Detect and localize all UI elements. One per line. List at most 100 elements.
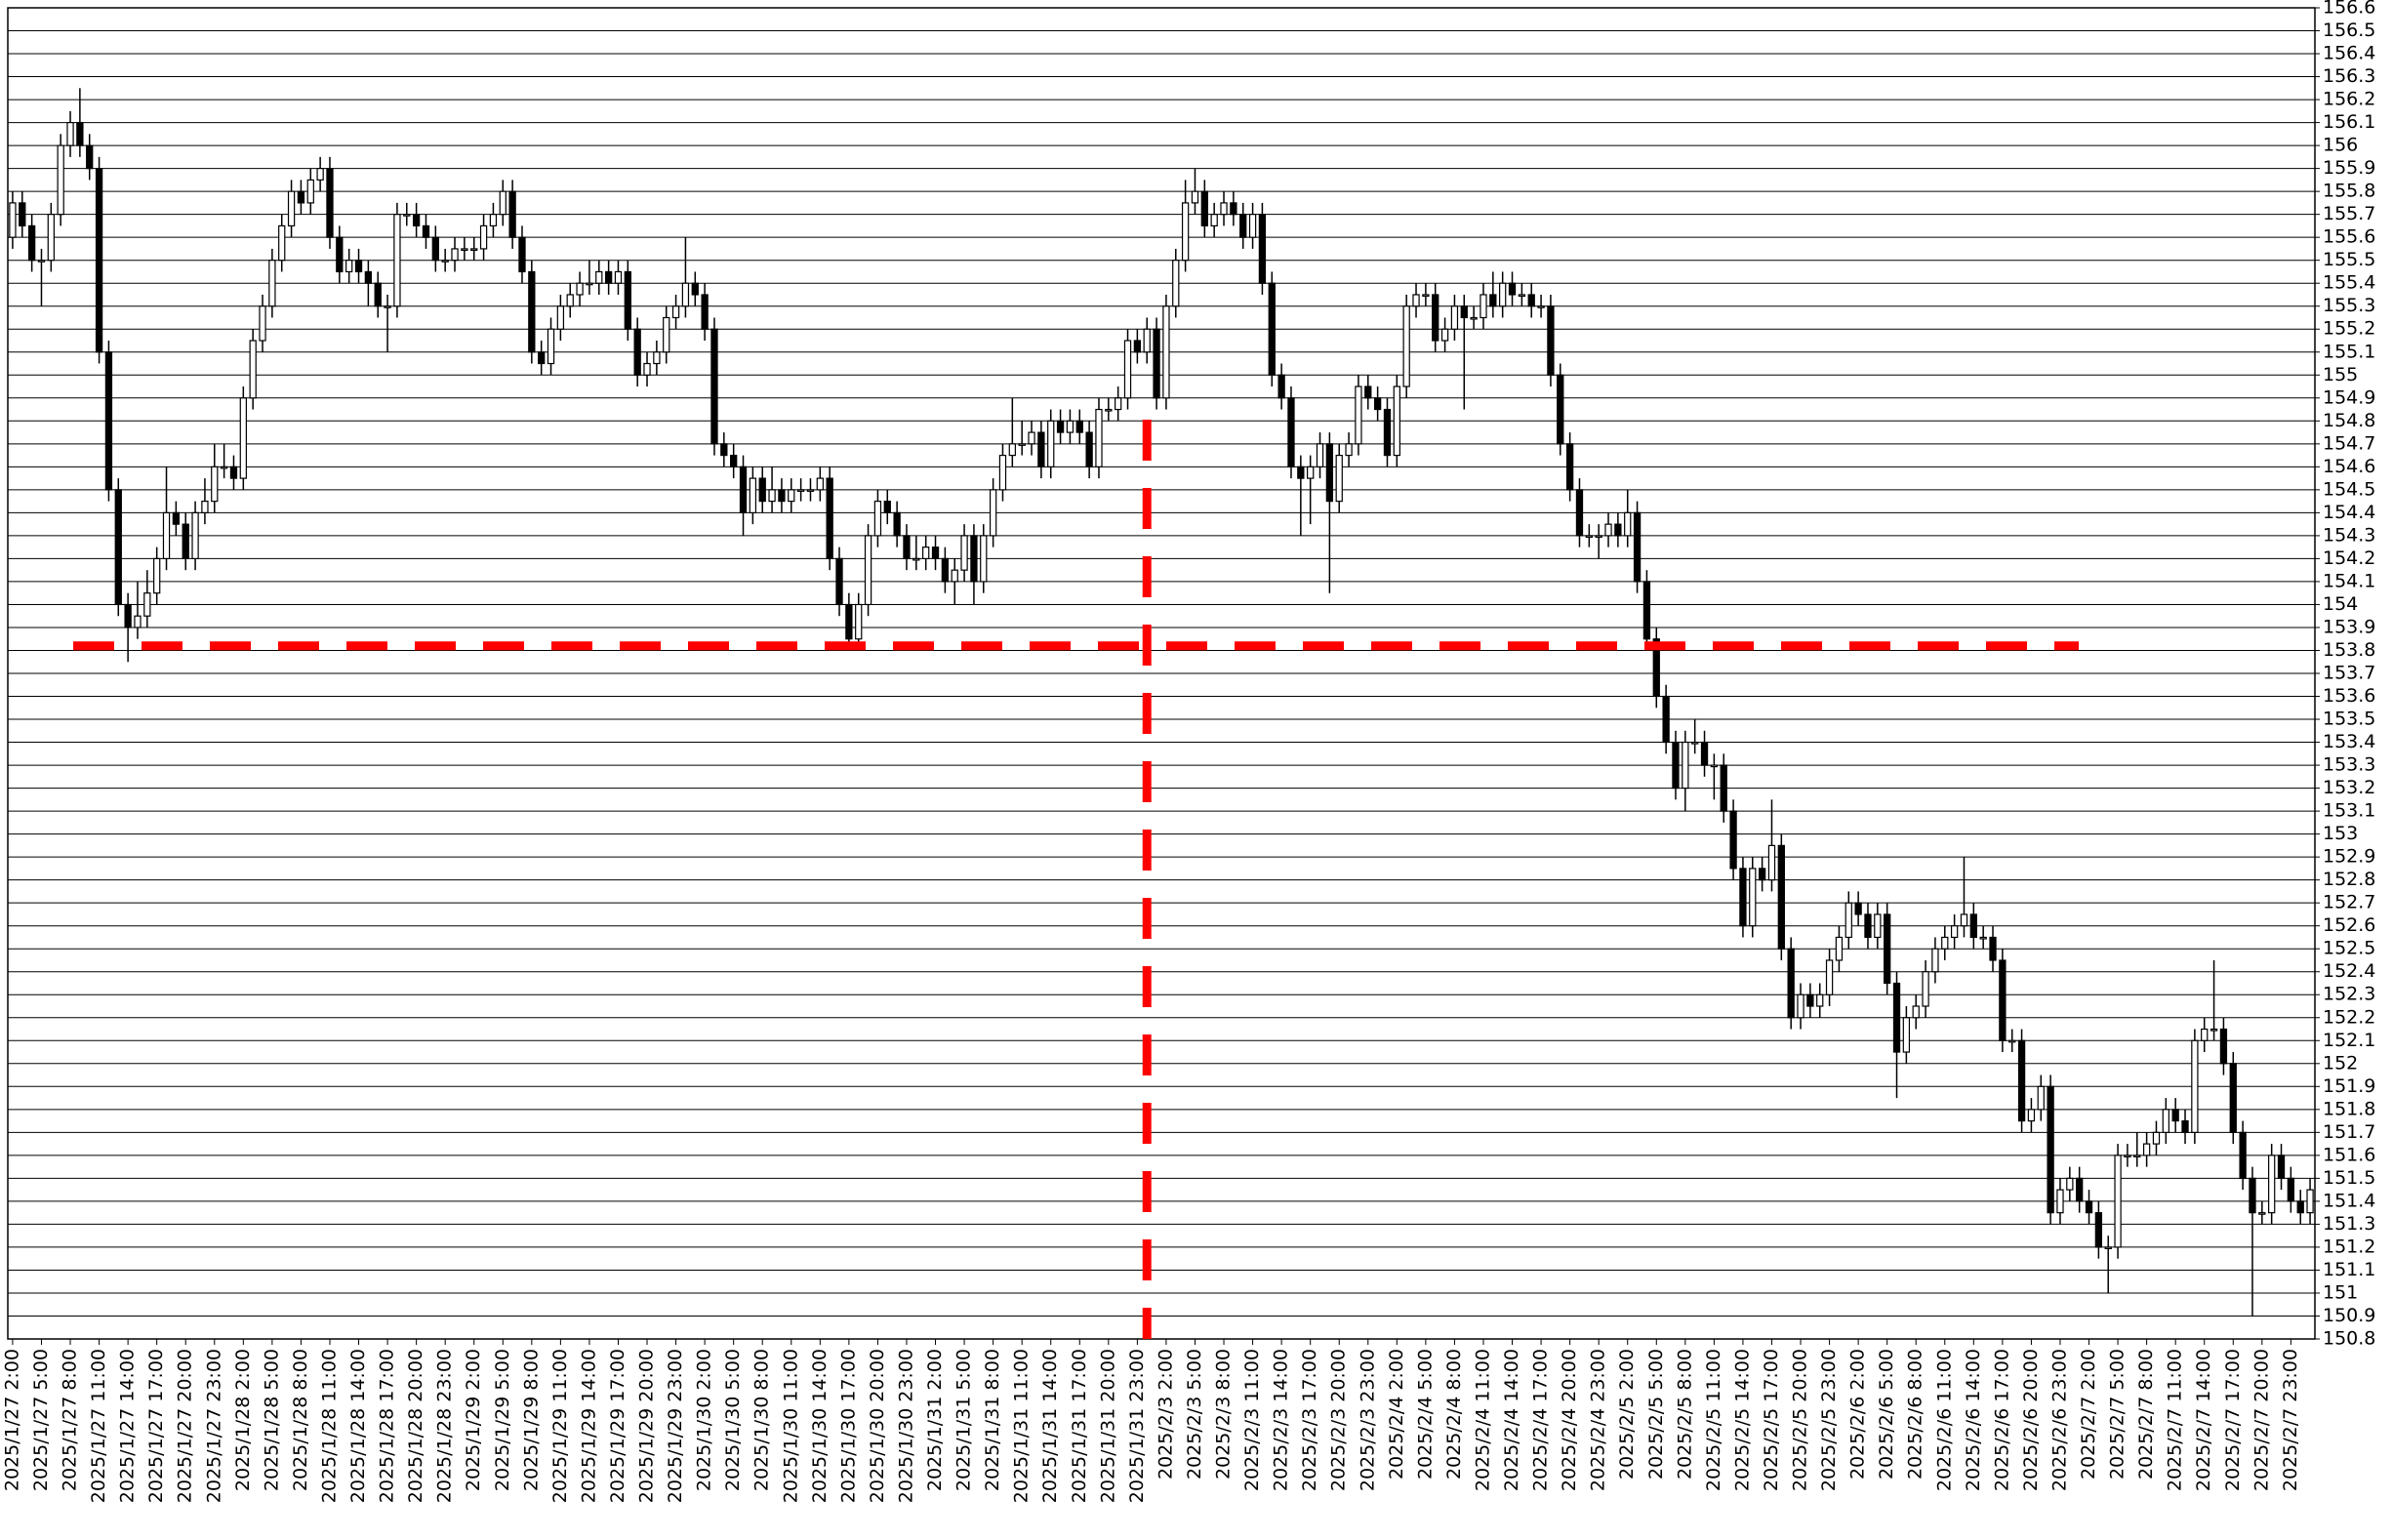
- candle-body: [778, 489, 786, 503]
- y-tick-label: 154.3: [2323, 524, 2375, 546]
- y-tick-label: 151.5: [2323, 1167, 2375, 1189]
- y-tick-label: 156.5: [2323, 20, 2375, 41]
- x-tick-label: 2025/1/28 5:00: [261, 1349, 282, 1491]
- x-tick-label: 2025/2/3 14:00: [1271, 1349, 1292, 1491]
- candle-body: [1931, 948, 1939, 973]
- candle-body: [768, 489, 776, 503]
- x-tick-label: 2025/1/28 11:00: [318, 1349, 340, 1503]
- x-tick-label: 2025/1/28 17:00: [377, 1349, 398, 1503]
- candle-body: [1642, 581, 1651, 640]
- candle-body: [191, 511, 199, 560]
- candle-body: [788, 489, 795, 503]
- x-tick-label: 2025/2/7 11:00: [2165, 1349, 2186, 1491]
- y-tick-label: 151.4: [2323, 1190, 2375, 1211]
- y-tick-label: 154.8: [2323, 410, 2375, 431]
- candle-body: [143, 592, 151, 617]
- candle-body: [1335, 454, 1343, 503]
- x-tick-label: 2025/1/31 14:00: [1039, 1349, 1061, 1503]
- candle-body: [1153, 328, 1160, 399]
- candle-body: [951, 569, 958, 583]
- x-tick-label: 2025/1/28 23:00: [434, 1349, 456, 1503]
- x-tick-label: 2025/2/3 8:00: [1213, 1349, 1235, 1479]
- candle-body: [1028, 431, 1035, 445]
- x-tick-label: 2025/1/29 17:00: [607, 1349, 628, 1503]
- y-tick-label: 155: [2323, 364, 2358, 385]
- candle-body: [2027, 1109, 2036, 1122]
- candle-body: [1633, 511, 1642, 583]
- y-tick-label: 155.2: [2323, 318, 2375, 340]
- x-tick-label: 2025/2/7 20:00: [2250, 1349, 2272, 1491]
- x-tick-label: 2025/1/27 5:00: [30, 1349, 52, 1491]
- candle-body: [2133, 1155, 2141, 1157]
- x-tick-label: 2025/1/27 23:00: [203, 1349, 224, 1503]
- candle-body: [1105, 408, 1113, 412]
- candle-body: [1383, 408, 1392, 457]
- candle-body: [2306, 1189, 2314, 1214]
- candle-body: [1989, 936, 1997, 961]
- x-tick-label: 2025/2/6 8:00: [1905, 1349, 1926, 1479]
- candle-body: [316, 168, 324, 181]
- x-tick-label: 2025/2/6 17:00: [1991, 1349, 2012, 1491]
- candle-body: [2008, 1039, 2016, 1043]
- candle-body: [1325, 443, 1334, 503]
- x-tick-label: 2025/1/30 2:00: [694, 1349, 715, 1491]
- y-tick-label: 156.1: [2323, 111, 2375, 133]
- y-tick-label: 151.8: [2323, 1098, 2375, 1119]
- x-tick-label: 2025/2/4 20:00: [1559, 1349, 1580, 1491]
- candle-body: [451, 248, 459, 262]
- candle-body: [701, 294, 709, 330]
- y-tick-label: 151.1: [2323, 1259, 2375, 1280]
- x-tick-label: 2025/2/5 11:00: [1703, 1349, 1724, 1491]
- candle-body: [989, 489, 997, 537]
- candle-body: [739, 466, 748, 513]
- candle-body: [2171, 1109, 2179, 1122]
- candle-body: [614, 270, 623, 284]
- candle-body: [1835, 936, 1844, 961]
- x-tick-label: 2025/1/27 2:00: [1, 1349, 22, 1491]
- candle-body: [124, 603, 132, 628]
- candle-body: [2296, 1200, 2304, 1214]
- x-tick-label: 2025/1/29 5:00: [492, 1349, 513, 1491]
- y-tick-label: 156.2: [2323, 89, 2375, 110]
- x-tick-label: 2025/2/7 23:00: [2280, 1349, 2301, 1491]
- candle-body: [384, 305, 391, 308]
- candle-body: [2037, 1085, 2045, 1111]
- y-tick-label: 153: [2323, 823, 2358, 844]
- x-tick-label: 2025/2/6 23:00: [2048, 1349, 2070, 1491]
- candle-body: [518, 236, 526, 273]
- candle-body: [547, 328, 555, 365]
- candle-body: [1200, 190, 1208, 227]
- x-tick-label: 2025/2/3 20:00: [1328, 1349, 1350, 1491]
- x-tick-label: 2025/1/27 8:00: [60, 1349, 81, 1491]
- x-tick-label: 2025/1/29 14:00: [578, 1349, 599, 1503]
- y-tick-label: 153.8: [2323, 639, 2375, 661]
- y-tick-label: 151.6: [2323, 1144, 2375, 1165]
- y-tick-label: 152.7: [2323, 892, 2375, 913]
- x-tick-label: 2025/1/31 11:00: [1011, 1349, 1033, 1503]
- candle-body: [1777, 844, 1785, 950]
- candle-body: [1018, 443, 1026, 446]
- candle-body: [393, 214, 401, 307]
- candle-body: [691, 282, 699, 296]
- candle-body: [931, 547, 940, 560]
- candle-body: [489, 214, 498, 227]
- candle-body: [1355, 385, 1362, 445]
- candle-body: [1797, 993, 1804, 1019]
- x-tick-label: 2025/1/30 14:00: [809, 1349, 831, 1503]
- x-tick-label: 2025/1/30 5:00: [722, 1349, 744, 1491]
- y-tick-label: 155.5: [2323, 249, 2375, 270]
- candle-body: [912, 557, 920, 561]
- candle-body: [211, 466, 219, 503]
- candle-body: [1825, 959, 1834, 995]
- candle-body: [2076, 1177, 2084, 1202]
- candle-body: [1682, 741, 1689, 790]
- candle-body: [2124, 1155, 2131, 1157]
- candle-body: [1854, 902, 1862, 915]
- candle-body: [259, 305, 266, 342]
- x-tick-label: 2025/2/6 5:00: [1876, 1349, 1897, 1479]
- y-tick-label: 153.5: [2323, 709, 2375, 730]
- candle-body: [883, 501, 891, 513]
- x-tick-label: 2025/2/5 5:00: [1645, 1349, 1667, 1479]
- y-tick-label: 152.1: [2323, 1030, 2375, 1051]
- y-tick-label: 152.5: [2323, 938, 2375, 959]
